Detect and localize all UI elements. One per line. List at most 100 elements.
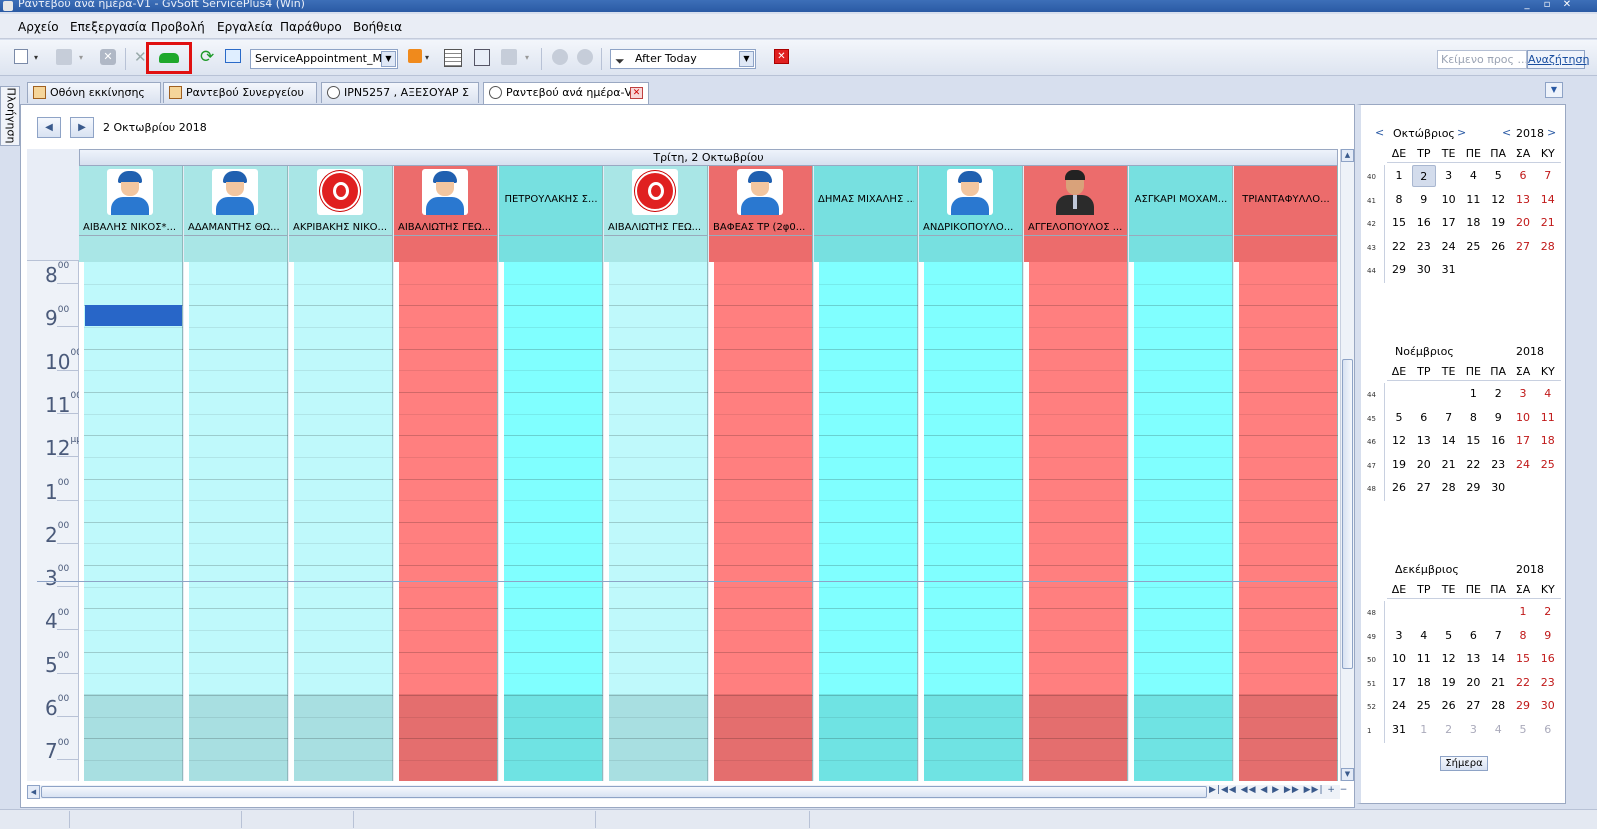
- resource-header[interactable]: ΑΝΔΡΙΚΟΠΟΥΛΟ...: [919, 166, 1023, 235]
- new-document-icon[interactable]: [14, 49, 28, 64]
- close-window-button[interactable]: ✕: [1562, 0, 1572, 10]
- time-slots[interactable]: [499, 262, 603, 781]
- chevron-down-icon[interactable]: ▼: [739, 51, 754, 67]
- calendar-day[interactable]: 20: [1466, 675, 1481, 689]
- calendar-day[interactable]: 30: [1491, 481, 1506, 495]
- time-slots[interactable]: [604, 262, 708, 781]
- calendar-day[interactable]: 12: [1392, 434, 1406, 448]
- copy-icon[interactable]: [56, 49, 72, 65]
- calendar-day[interactable]: 13: [1466, 652, 1481, 666]
- resource-header[interactable]: ΑΙΒΑΛΙΩΤΗΣ ΓΕΩ...: [604, 166, 708, 235]
- calendar-day[interactable]: 6: [1519, 169, 1527, 182]
- calendar-day[interactable]: 5: [1519, 723, 1527, 736]
- calendar-day[interactable]: 1: [1469, 387, 1477, 400]
- time-slots[interactable]: [1129, 262, 1233, 781]
- calendar-day[interactable]: 10: [1441, 192, 1456, 206]
- clear-filter-icon[interactable]: ✕: [774, 49, 789, 64]
- calendar-day[interactable]: 26: [1392, 481, 1406, 495]
- calendar-day[interactable]: 31: [1392, 723, 1406, 736]
- calendar-day[interactable]: 3: [1469, 723, 1477, 736]
- calendar-day[interactable]: 15: [1466, 434, 1481, 448]
- calendar-day[interactable]: 26: [1491, 239, 1506, 253]
- calendar-day[interactable]: 6: [1420, 410, 1428, 424]
- calendar-day[interactable]: 14: [1441, 434, 1456, 448]
- tab-list-dropdown[interactable]: ▼: [1545, 82, 1563, 98]
- tab-workshop-appointments[interactable]: Ραντεβού Συνεργείου: [163, 82, 317, 103]
- calendar-day[interactable]: 21: [1491, 675, 1506, 689]
- time-slots[interactable]: [394, 262, 498, 781]
- copy-dropdown-icon[interactable]: ▾: [79, 53, 84, 62]
- calendar-day[interactable]: 24: [1441, 239, 1456, 253]
- calendar-day[interactable]: 9: [1494, 410, 1502, 424]
- calendar-day[interactable]: 2: [1544, 605, 1552, 618]
- all-day-area[interactable]: [499, 235, 603, 262]
- resource-column[interactable]: ΑΓΓΕΛΟΠΟΥΛΟΣ ...: [1024, 166, 1128, 781]
- resource-column[interactable]: ΑΙΒΑΛΙΩΤΗΣ ΓΕΩ...: [394, 166, 498, 781]
- arrow-up-icon[interactable]: [552, 49, 568, 65]
- calendar-day[interactable]: 9: [1420, 192, 1428, 206]
- next-day-button[interactable]: ▶: [70, 117, 94, 138]
- resource-header[interactable]: ΑΙΒΑΛΙΩΤΗΣ ΓΕΩ...: [394, 166, 498, 235]
- rss-icon[interactable]: [408, 49, 422, 63]
- calendar-day[interactable]: 5: [1445, 628, 1453, 642]
- calendar-day[interactable]: 28: [1491, 699, 1506, 713]
- resource-header[interactable]: ΒΑΦΕΑΣ ΤΡ (2φ0...: [709, 166, 813, 235]
- car-button[interactable]: [146, 42, 192, 74]
- tab-start-screen[interactable]: Οθόνη εκκίνησης: [27, 82, 161, 103]
- resource-navigator[interactable]: ▶|◀◀ ◀◀ ◀ ▶ ▶▶ ▶▶| + −: [1209, 785, 1349, 795]
- calendar-day[interactable]: 2: [1494, 387, 1502, 400]
- calendar-day[interactable]: 3: [1395, 628, 1403, 642]
- calendar-day[interactable]: 14: [1491, 652, 1506, 666]
- next-month-icon[interactable]: >: [1457, 126, 1467, 139]
- calendar-day[interactable]: 18: [1540, 434, 1555, 448]
- resource-header[interactable]: ΠΕΤΡΟΥΛΑΚΗΣ Σ...: [499, 166, 603, 235]
- menu-tools[interactable]: Εργαλεία: [217, 20, 273, 34]
- menu-edit[interactable]: Επεξεργασία: [70, 20, 147, 34]
- navigation-pane-toggle[interactable]: Πλοήγηση: [0, 86, 20, 146]
- calendar-day[interactable]: 26: [1441, 699, 1456, 713]
- time-slots[interactable]: [709, 262, 813, 781]
- minimize-button[interactable]: _: [1524, 0, 1530, 10]
- menu-view[interactable]: Προβολή: [151, 20, 205, 34]
- window-icon[interactable]: [225, 49, 241, 63]
- scroll-thumb[interactable]: [41, 786, 1207, 798]
- calendar-day[interactable]: 23: [1540, 675, 1555, 689]
- search-input[interactable]: Κείμενο προς ...: [1437, 50, 1527, 69]
- selected-time-slot[interactable]: [85, 305, 182, 326]
- calendar-day[interactable]: 14: [1540, 192, 1555, 206]
- calendar-day[interactable]: 19: [1491, 216, 1506, 230]
- calendar-day[interactable]: 1: [1395, 169, 1403, 182]
- all-day-area[interactable]: [919, 235, 1023, 262]
- calendar-day[interactable]: 7: [1445, 410, 1453, 424]
- view-select[interactable]: ServiceAppointment_M... ▼: [250, 49, 398, 69]
- calendar-day[interactable]: 20: [1516, 216, 1530, 230]
- calendar-day[interactable]: 24: [1392, 699, 1406, 713]
- refresh-icon[interactable]: ⟳: [200, 47, 215, 67]
- time-slots[interactable]: [919, 262, 1023, 781]
- time-slots[interactable]: [184, 262, 288, 781]
- calendar-day[interactable]: 25: [1466, 239, 1481, 253]
- calendar-day[interactable]: 20: [1416, 457, 1431, 471]
- today-button[interactable]: Σήμερα: [1440, 756, 1488, 771]
- calendar-day[interactable]: 12: [1441, 652, 1456, 666]
- resource-column[interactable]: ΑΔΑΜΑΝΤΗΣ ΘΩ...: [184, 166, 288, 781]
- calendar-day[interactable]: 27: [1416, 481, 1431, 495]
- calendar-day[interactable]: 15: [1392, 216, 1406, 230]
- tab-appointment-record[interactable]: ΙΡΝ5257 , ΑΞΕΣΟΥΑΡ Σ: [321, 82, 479, 103]
- menu-help[interactable]: Βοήθεια: [353, 20, 402, 34]
- calendar-day[interactable]: 7: [1494, 628, 1502, 642]
- close-tab-icon[interactable]: ✕: [630, 87, 643, 99]
- all-day-area[interactable]: [1129, 235, 1233, 262]
- calendar-day[interactable]: 11: [1416, 652, 1431, 666]
- calendar-day[interactable]: 12: [1491, 192, 1506, 206]
- resource-column[interactable]: ΑΝΔΡΙΚΟΠΟΥΛΟ...: [919, 166, 1023, 781]
- calendar-day[interactable]: 21: [1540, 216, 1555, 230]
- calendar-day[interactable]: 29: [1466, 481, 1481, 495]
- calendar-day[interactable]: 4: [1544, 387, 1552, 400]
- calendar-day[interactable]: 6: [1544, 723, 1552, 736]
- cancel-icon[interactable]: ✕: [134, 48, 147, 66]
- all-day-area[interactable]: [79, 235, 183, 262]
- all-day-area[interactable]: [604, 235, 708, 262]
- calendar-day[interactable]: 25: [1416, 699, 1431, 713]
- resource-header[interactable]: ΑΪΒΑΛΗΣ ΝΙΚΟΣ*...: [79, 166, 183, 235]
